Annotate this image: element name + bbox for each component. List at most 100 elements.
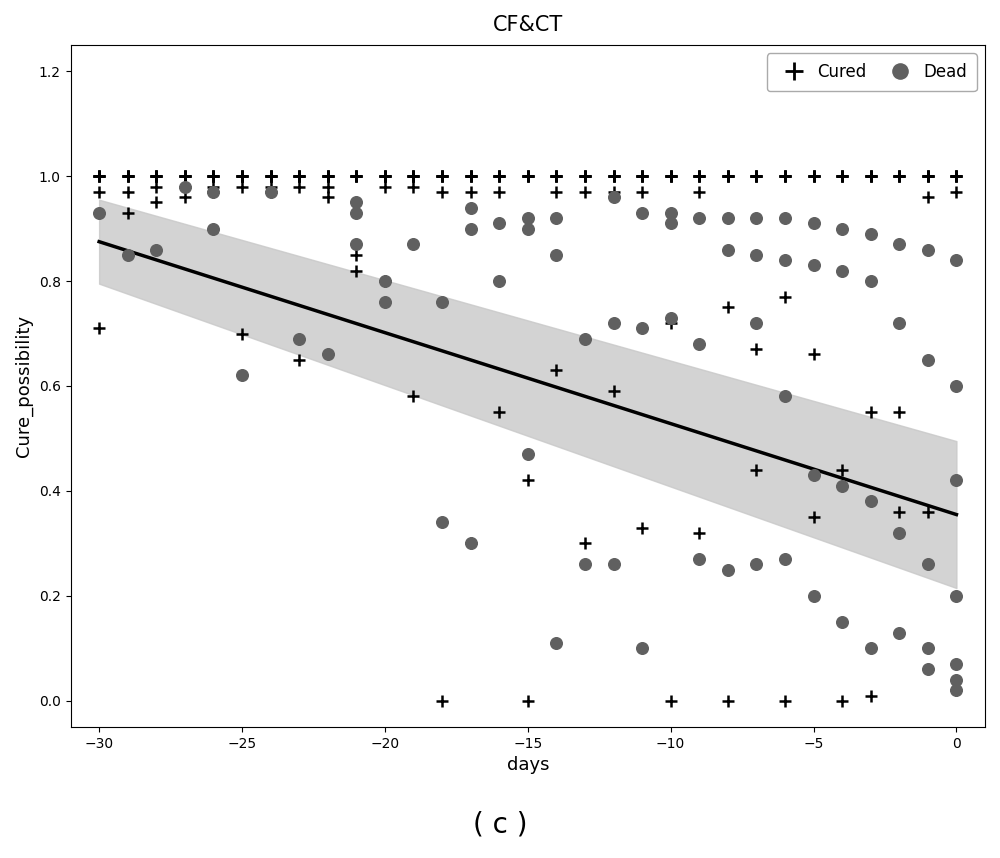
- Cured: [434, 169, 450, 183]
- Cured: [806, 169, 822, 183]
- Cured: [205, 169, 221, 183]
- Cured: [691, 185, 707, 199]
- Dead: [377, 295, 393, 309]
- Dead: [720, 211, 736, 225]
- Cured: [405, 179, 421, 193]
- Dead: [663, 206, 679, 220]
- Cured: [148, 169, 164, 183]
- Cured: [177, 169, 193, 183]
- Dead: [920, 662, 936, 676]
- Dead: [806, 216, 822, 230]
- Cured: [348, 248, 364, 262]
- Dead: [948, 589, 964, 603]
- Cured: [663, 694, 679, 708]
- Cured: [777, 169, 793, 183]
- Dead: [863, 642, 879, 656]
- Dead: [634, 206, 650, 220]
- Cured: [263, 185, 279, 199]
- Cured: [634, 521, 650, 535]
- Cured: [691, 169, 707, 183]
- Dead: [748, 316, 764, 329]
- Cured: [291, 169, 307, 183]
- Cured: [291, 353, 307, 366]
- Cured: [320, 190, 336, 204]
- Cured: [948, 684, 964, 698]
- Dead: [948, 673, 964, 686]
- Dead: [691, 211, 707, 225]
- Text: ( c ): ( c ): [473, 810, 527, 838]
- Cured: [205, 179, 221, 193]
- Cured: [548, 169, 564, 183]
- Dead: [463, 201, 479, 214]
- Dead: [748, 558, 764, 571]
- Cured: [377, 169, 393, 183]
- Cured: [263, 169, 279, 183]
- Cured: [120, 169, 136, 183]
- Cured: [834, 169, 850, 183]
- Cured: [91, 169, 107, 183]
- Cured: [263, 169, 279, 183]
- Cured: [948, 169, 964, 183]
- Cured: [377, 169, 393, 183]
- Cured: [263, 169, 279, 183]
- Cured: [263, 179, 279, 193]
- Cured: [863, 689, 879, 703]
- Dead: [806, 468, 822, 482]
- Cured: [891, 169, 907, 183]
- Cured: [606, 169, 622, 183]
- Cured: [148, 169, 164, 183]
- Cured: [348, 169, 364, 183]
- Cured: [91, 169, 107, 183]
- Cured: [577, 536, 593, 550]
- Dead: [948, 379, 964, 393]
- Dead: [320, 347, 336, 361]
- Cured: [405, 169, 421, 183]
- Cured: [720, 169, 736, 183]
- Dead: [405, 238, 421, 251]
- Cured: [863, 169, 879, 183]
- Cured: [91, 169, 107, 183]
- Cured: [463, 536, 479, 550]
- Cured: [577, 185, 593, 199]
- Cured: [148, 196, 164, 209]
- Cured: [663, 169, 679, 183]
- Dead: [348, 206, 364, 220]
- Cured: [205, 169, 221, 183]
- Dead: [777, 253, 793, 267]
- Dead: [720, 243, 736, 257]
- Dead: [834, 221, 850, 235]
- Cured: [234, 179, 250, 193]
- Dead: [520, 211, 536, 225]
- Cured: [320, 169, 336, 183]
- Cured: [806, 169, 822, 183]
- Cured: [205, 169, 221, 183]
- Dead: [548, 211, 564, 225]
- Cured: [377, 179, 393, 193]
- Cured: [920, 505, 936, 519]
- Cured: [548, 169, 564, 183]
- Cured: [834, 169, 850, 183]
- Dead: [920, 642, 936, 656]
- Cured: [263, 169, 279, 183]
- Title: CF&CT: CF&CT: [493, 15, 563, 35]
- Cured: [148, 169, 164, 183]
- Cured: [948, 185, 964, 199]
- Cured: [234, 169, 250, 183]
- Cured: [177, 190, 193, 204]
- Dead: [434, 516, 450, 529]
- Cured: [691, 526, 707, 540]
- Cured: [606, 185, 622, 199]
- Cured: [691, 169, 707, 183]
- Cured: [177, 169, 193, 183]
- Dead: [177, 179, 193, 193]
- Cured: [405, 390, 421, 403]
- Dead: [863, 275, 879, 288]
- Cured: [891, 169, 907, 183]
- Cured: [777, 290, 793, 304]
- Cured: [548, 169, 564, 183]
- Dead: [120, 248, 136, 262]
- Cured: [920, 169, 936, 183]
- Cured: [748, 342, 764, 356]
- Legend: Cured, Dead: Cured, Dead: [767, 53, 977, 91]
- Cured: [491, 185, 507, 199]
